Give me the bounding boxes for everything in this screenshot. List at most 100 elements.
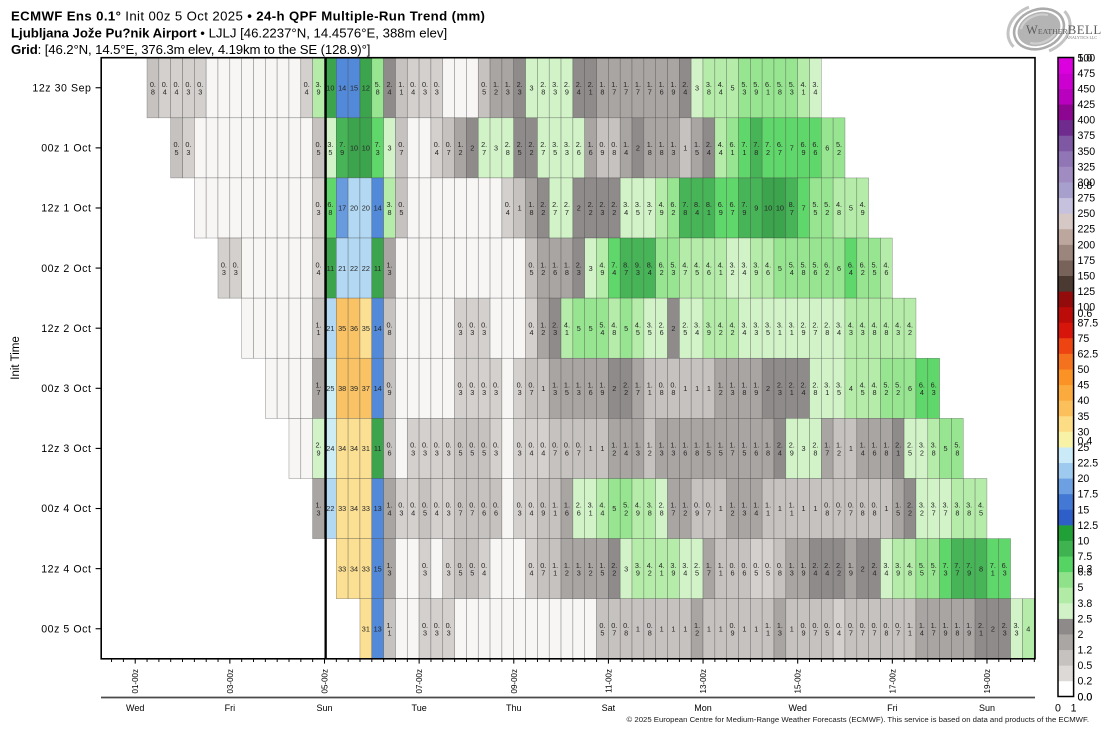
svg-text:3.: 3. <box>706 320 712 329</box>
svg-text:2: 2 <box>695 629 699 638</box>
svg-text:7: 7 <box>565 208 569 217</box>
svg-text:0.: 0. <box>528 561 534 570</box>
svg-text:0.: 0. <box>315 260 321 269</box>
svg-text:0.: 0. <box>871 501 877 510</box>
svg-text:4.: 4. <box>883 260 889 269</box>
svg-text:8: 8 <box>908 569 912 578</box>
svg-text:1: 1 <box>754 624 758 633</box>
svg-text:8: 8 <box>529 208 533 217</box>
svg-text:1: 1 <box>683 384 687 393</box>
svg-text:00z 4 Oct: 00z 4 Oct <box>41 503 91 515</box>
svg-text:1.: 1. <box>659 140 665 149</box>
svg-text:3: 3 <box>896 328 900 337</box>
svg-text:3.: 3. <box>682 561 688 570</box>
svg-text:1.: 1. <box>741 381 747 390</box>
svg-text:2: 2 <box>648 569 652 578</box>
svg-text:4: 4 <box>624 148 628 157</box>
svg-text:33: 33 <box>362 504 370 513</box>
svg-text:20: 20 <box>1078 473 1090 485</box>
svg-text:3.: 3. <box>647 200 653 209</box>
svg-text:7.: 7. <box>339 140 345 149</box>
svg-text:5: 5 <box>873 268 877 277</box>
svg-text:4.: 4. <box>718 140 724 149</box>
svg-text:2: 2 <box>565 569 569 578</box>
svg-text:1: 1 <box>648 388 652 397</box>
svg-text:2: 2 <box>470 144 474 153</box>
svg-text:4.: 4. <box>682 260 688 269</box>
svg-text:39: 39 <box>350 384 358 393</box>
svg-text:1.: 1. <box>777 621 783 630</box>
svg-text:20: 20 <box>362 204 370 213</box>
svg-text:0.: 0. <box>481 441 487 450</box>
svg-text:1.: 1. <box>576 561 582 570</box>
svg-text:5: 5 <box>458 569 462 578</box>
svg-text:4: 4 <box>1026 624 1030 633</box>
svg-text:1.: 1. <box>599 80 605 89</box>
svg-text:5: 5 <box>908 448 912 457</box>
svg-text:2: 2 <box>671 208 675 217</box>
svg-text:2.: 2. <box>599 200 605 209</box>
svg-text:4.: 4. <box>848 320 854 329</box>
svg-text:1.: 1. <box>860 441 866 450</box>
svg-text:0.: 0. <box>469 320 475 329</box>
svg-text:3: 3 <box>458 388 462 397</box>
svg-text:5.: 5. <box>871 260 877 269</box>
svg-text:10: 10 <box>362 144 370 153</box>
svg-text:ECMWF Ens 0.1° Init 00z 5 Oct: ECMWF Ens 0.1° Init 00z 5 Oct 2025 • 24-… <box>11 9 485 24</box>
svg-text:3: 3 <box>470 328 474 337</box>
svg-text:0.: 0. <box>457 501 463 510</box>
svg-text:5: 5 <box>636 208 640 217</box>
svg-text:0.: 0. <box>517 441 523 450</box>
svg-text:3: 3 <box>577 268 581 277</box>
svg-text:Tue: Tue <box>412 703 427 713</box>
svg-text:0.: 0. <box>398 501 404 510</box>
svg-text:4.: 4. <box>883 320 889 329</box>
svg-text:1.: 1. <box>540 260 546 269</box>
svg-text:0.: 0. <box>386 441 392 450</box>
svg-text:8.: 8. <box>694 200 700 209</box>
svg-text:33: 33 <box>362 564 370 573</box>
svg-text:3.: 3. <box>694 320 700 329</box>
svg-text:10: 10 <box>1078 535 1090 547</box>
svg-text:450: 450 <box>1078 83 1096 95</box>
svg-text:Wed: Wed <box>126 703 144 713</box>
svg-text:3: 3 <box>671 148 675 157</box>
svg-text:5: 5 <box>577 324 581 333</box>
svg-text:9: 9 <box>790 448 794 457</box>
svg-text:4: 4 <box>742 328 746 337</box>
svg-text:2: 2 <box>671 324 675 333</box>
svg-text:34: 34 <box>338 444 346 453</box>
svg-text:7.: 7. <box>954 561 960 570</box>
svg-text:0.: 0. <box>564 441 570 450</box>
svg-text:11: 11 <box>374 264 382 273</box>
svg-text:0.8: 0.8 <box>1078 180 1093 192</box>
svg-text:1.: 1. <box>386 260 392 269</box>
svg-text:7: 7 <box>825 448 829 457</box>
svg-text:8: 8 <box>861 508 865 517</box>
svg-text:3: 3 <box>317 508 321 517</box>
svg-text:1.: 1. <box>966 621 972 630</box>
svg-text:© 2025 European Centre for Med: © 2025 European Centre for Medium-Range … <box>627 715 1089 724</box>
svg-text:5: 5 <box>920 569 924 578</box>
svg-text:1.: 1. <box>706 561 712 570</box>
svg-text:5: 5 <box>943 444 947 453</box>
svg-text:31: 31 <box>362 444 370 453</box>
svg-text:1.: 1. <box>647 80 653 89</box>
svg-text:75: 75 <box>1078 333 1090 345</box>
svg-text:4.: 4. <box>860 381 866 390</box>
svg-text:2.: 2. <box>576 501 582 510</box>
svg-text:14: 14 <box>374 324 382 333</box>
svg-text:3: 3 <box>518 88 522 97</box>
svg-text:13: 13 <box>374 504 382 513</box>
svg-text:1.: 1. <box>718 441 724 450</box>
svg-text:4: 4 <box>884 569 888 578</box>
svg-text:2: 2 <box>837 448 841 457</box>
svg-text:2: 2 <box>920 508 924 517</box>
svg-text:0.: 0. <box>730 561 736 570</box>
svg-text:3: 3 <box>423 569 427 578</box>
svg-text:375: 375 <box>1078 130 1096 142</box>
svg-text:1: 1 <box>790 328 794 337</box>
svg-text:1: 1 <box>778 504 782 513</box>
svg-text:6: 6 <box>731 569 735 578</box>
svg-text:4.: 4. <box>706 260 712 269</box>
